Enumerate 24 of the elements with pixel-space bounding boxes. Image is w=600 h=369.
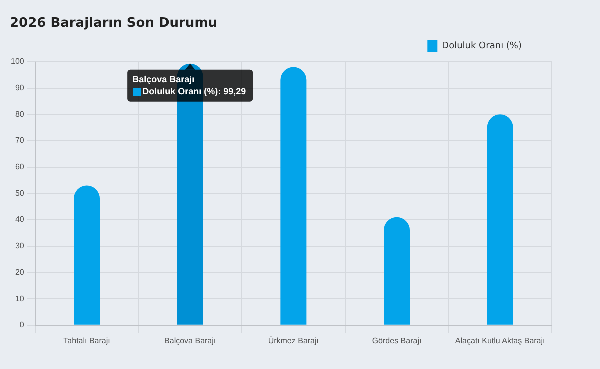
y-tick-label: 100 bbox=[10, 57, 25, 66]
y-tick-label: 90 bbox=[15, 84, 25, 93]
y-tick-label: 20 bbox=[15, 268, 25, 277]
bar bbox=[74, 186, 100, 325]
x-tick-label: Gördes Barajı bbox=[372, 336, 422, 346]
annotation: Doluluk Oranı (%): 99,29 bbox=[142, 86, 246, 96]
bar bbox=[384, 217, 410, 325]
chart-title: 2026 Barajların Son Durumu bbox=[10, 16, 218, 31]
x-tick-label: Balçova Barajı bbox=[164, 336, 216, 346]
y-tick-label: 30 bbox=[15, 242, 25, 251]
bar bbox=[280, 67, 307, 325]
y-tick-label: 80 bbox=[15, 110, 25, 119]
y-tick-label: 70 bbox=[15, 136, 25, 146]
legend-label: Doluluk Oranı (%) bbox=[442, 41, 522, 52]
x-tick-label: Ürkmez Barajı bbox=[268, 336, 320, 346]
y-tick-label: 10 bbox=[15, 294, 25, 304]
x-tick-label: Alaçatı Kutlu Aktaş Barajı bbox=[455, 336, 546, 346]
y-tick-label: 0 bbox=[20, 320, 25, 330]
y-tick-label: 50 bbox=[15, 188, 25, 198]
y-tick-label: 60 bbox=[15, 162, 25, 172]
x-tick-label: Tahtalı Barajı bbox=[64, 336, 110, 346]
y-tick-label: 40 bbox=[15, 215, 25, 224]
bar bbox=[487, 114, 514, 325]
annotation: Balçova Barajı bbox=[132, 74, 195, 84]
